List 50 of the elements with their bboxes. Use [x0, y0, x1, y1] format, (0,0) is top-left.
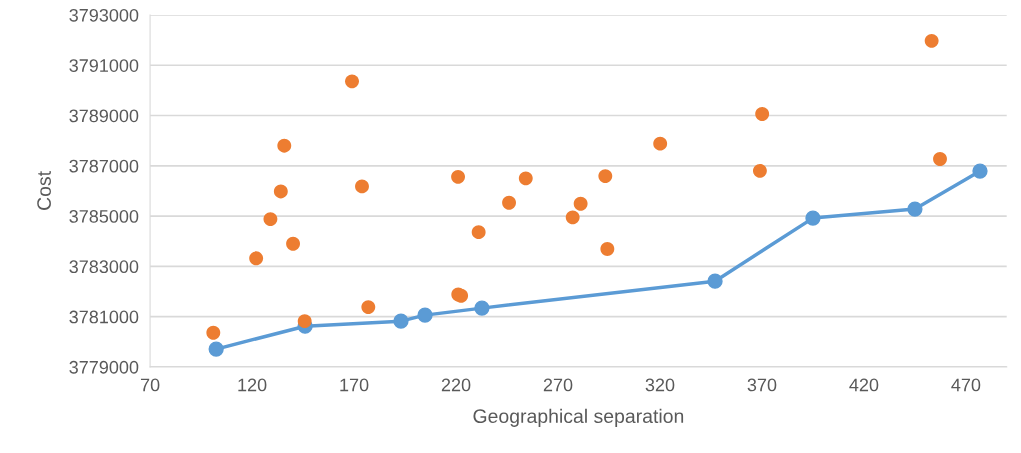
point — [600, 242, 615, 256]
point — [451, 169, 466, 184]
x-tick-label: 270 — [543, 378, 573, 392]
y-tick-label: 3783000 — [69, 260, 139, 274]
point — [297, 314, 312, 329]
x-tick-label: 470 — [951, 378, 981, 392]
y-axis-title: Cost — [37, 171, 51, 210]
point — [907, 201, 923, 217]
x-tick-label: 120 — [238, 378, 267, 392]
point — [598, 169, 613, 184]
point — [474, 300, 490, 316]
y-tick-label: 3785000 — [69, 210, 139, 223]
point — [286, 236, 301, 251]
point — [972, 163, 988, 179]
y-tick-label: 3787000 — [69, 159, 139, 173]
x-tick-label: 70 — [140, 378, 160, 392]
y-tick-label: 3779000 — [69, 360, 139, 374]
point — [933, 152, 947, 166]
point — [355, 179, 369, 194]
point — [502, 195, 516, 210]
point — [361, 300, 376, 315]
point — [273, 184, 288, 199]
x-tick-label: 420 — [849, 378, 879, 392]
point — [755, 107, 770, 121]
y-tick-label: 3793000 — [69, 8, 139, 22]
x-tick-label: 370 — [747, 378, 777, 392]
point — [805, 210, 821, 226]
y-tick-label: 3791000 — [69, 59, 139, 72]
point — [924, 33, 939, 48]
x-tick-label: 170 — [340, 378, 369, 392]
point — [653, 136, 668, 151]
point — [752, 163, 767, 178]
point — [263, 212, 278, 227]
y-tick-label: 3781000 — [69, 310, 139, 324]
y-tick-label: 3789000 — [69, 109, 139, 123]
point — [417, 307, 433, 323]
x-axis-title: Geographical separation — [473, 408, 684, 427]
point — [206, 325, 221, 340]
point — [707, 273, 723, 289]
point — [277, 138, 292, 153]
point — [471, 225, 486, 240]
x-tick-label: 220 — [441, 378, 471, 392]
point — [393, 313, 409, 329]
point — [573, 196, 588, 211]
point — [249, 251, 264, 266]
point — [208, 341, 224, 357]
point — [565, 210, 580, 225]
point — [345, 74, 359, 89]
point — [518, 171, 533, 186]
x-tick-label: 320 — [645, 378, 675, 392]
